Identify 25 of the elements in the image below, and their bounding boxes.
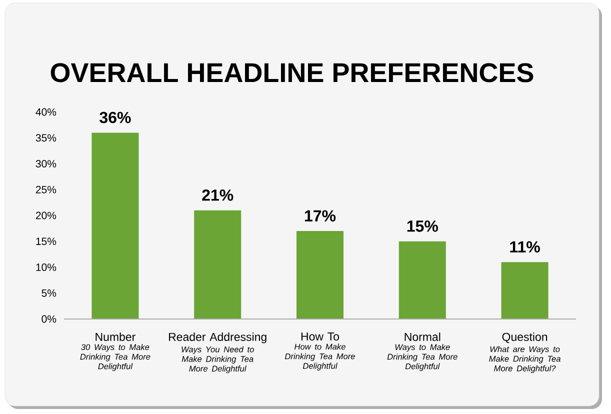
y-tick-label: 20%: [36, 212, 56, 220]
data-label: 15%: [407, 220, 438, 232]
y-tick-label: 40%: [36, 108, 56, 116]
x-tick-label: Number 30 Ways to Make Drinking Tea More Delightful: [80, 332, 150, 371]
x-tick-label: How To How to Make Drinking Tea More Delightful: [284, 332, 355, 370]
x-tick-label: Question What are Ways to Make Drinking Tea More Delightful?: [489, 332, 560, 373]
data-label: 36%: [100, 112, 131, 124]
chart-title: OVERALL HEADLINE PREFERENCES: [50, 63, 534, 82]
y-tick-label: 15%: [36, 238, 56, 246]
bar: [296, 231, 344, 319]
bar: [92, 132, 139, 319]
y-tick-label: 5%: [42, 289, 56, 297]
y-tick-label: 10%: [36, 264, 56, 271]
y-tick-label: 30%: [36, 160, 56, 168]
bar: [501, 262, 548, 319]
y-tick-label: 0%: [42, 315, 56, 323]
x-tick-label: Reader Addressing Ways You Need to Make Drinking Tea More Delightful: [169, 332, 266, 374]
data-label: 21%: [202, 189, 234, 201]
y-tick-label: 25%: [36, 186, 56, 194]
data-label: 11%: [510, 241, 540, 253]
y-tick-label: 35%: [36, 134, 56, 142]
x-tick-label: Normal Ways to Make Drinking Tea More Delightful: [387, 332, 458, 371]
bar: [194, 210, 242, 319]
data-label: 17%: [304, 210, 336, 222]
bar: [398, 241, 446, 319]
